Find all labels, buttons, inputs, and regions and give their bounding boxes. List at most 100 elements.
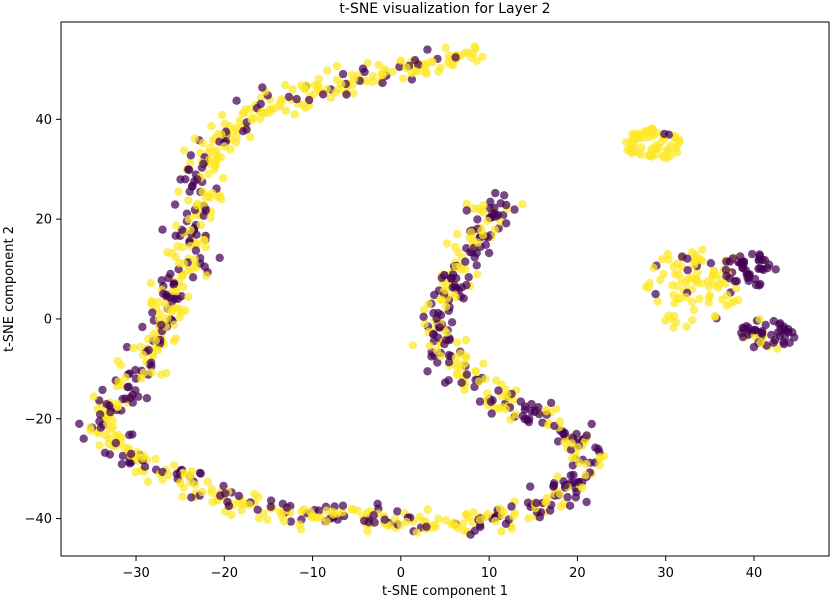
scatter-point <box>263 515 272 524</box>
scatter-point <box>713 283 723 292</box>
scatter-point <box>457 378 466 387</box>
scatter-point <box>566 445 576 454</box>
scatter-point <box>202 271 211 280</box>
scatter-point <box>532 498 541 508</box>
scatter-point <box>687 297 697 307</box>
scatter-point <box>748 249 757 259</box>
scatter-point <box>464 273 473 282</box>
x-tick-label: 10 <box>481 566 498 581</box>
scatter-point <box>319 90 328 99</box>
scatter-point <box>204 169 213 179</box>
scatter-point <box>139 451 149 461</box>
scatter-point <box>138 322 147 332</box>
scatter-point <box>370 518 379 527</box>
scatter-point <box>668 281 677 290</box>
scatter-point <box>726 298 736 308</box>
scatter-point <box>234 491 244 501</box>
scatter-point <box>473 238 482 247</box>
scatter-point <box>491 188 500 198</box>
scatter-point <box>170 294 179 304</box>
scatter-point <box>428 330 438 339</box>
scatter-point <box>147 296 156 306</box>
scatter-point <box>164 470 173 480</box>
scatter-point <box>217 130 226 139</box>
scatter-point <box>104 439 113 449</box>
scatter-point <box>232 96 241 105</box>
scatter-point <box>462 206 471 215</box>
scatter-point <box>535 513 544 522</box>
scatter-point <box>463 48 472 57</box>
scatter-point <box>436 310 446 320</box>
scatter-point <box>146 279 156 288</box>
scatter-point <box>108 423 118 432</box>
scatter-point <box>739 258 748 267</box>
x-tick-label: 0 <box>397 566 405 581</box>
y-tick-label: 20 <box>35 213 52 228</box>
scatter-point <box>434 514 443 524</box>
scatter-point <box>245 500 254 509</box>
scatter-point <box>571 493 580 502</box>
scatter-point <box>479 359 488 368</box>
scatter-point <box>79 434 88 443</box>
scatter-point <box>642 126 651 136</box>
scatter-point <box>441 286 450 295</box>
scatter-point <box>184 292 193 301</box>
scatter-point <box>483 389 492 398</box>
scatter-point <box>184 196 193 205</box>
scatter-point <box>461 257 470 266</box>
x-tick-label: −10 <box>299 566 326 581</box>
scatter-point <box>672 148 682 157</box>
scatter-point <box>393 507 402 516</box>
x-axis-label: t-SNE component 1 <box>382 584 508 599</box>
scatter-point <box>105 450 115 459</box>
scatter-point <box>501 404 510 414</box>
scatter-point <box>186 478 195 487</box>
scatter-point <box>581 471 590 480</box>
scatter-point <box>587 419 596 429</box>
scatter-point <box>730 277 740 286</box>
scatter-point <box>628 135 637 144</box>
scatter-point <box>452 274 461 283</box>
scatter-point <box>500 191 509 200</box>
scatter-point <box>148 308 157 317</box>
scatter-point <box>380 515 389 524</box>
scatter-point <box>462 353 471 362</box>
scatter-point <box>652 128 661 137</box>
x-axis: −30 −20 −10 0 10 20 30 40 <box>122 556 762 581</box>
scatter-point <box>595 454 605 463</box>
scatter-point <box>494 386 503 395</box>
scatter-point <box>342 90 351 99</box>
scatter-point <box>428 57 437 67</box>
scatter-point <box>466 530 475 539</box>
scatter-point <box>198 138 207 148</box>
scatter-point <box>549 482 558 491</box>
scatter-point <box>651 289 660 299</box>
scatter-point <box>408 341 417 350</box>
scatter-point <box>466 228 476 237</box>
scatter-point <box>520 402 530 411</box>
scatter-point <box>246 132 255 142</box>
scatter-point <box>449 518 459 527</box>
scatter-point <box>215 253 224 262</box>
scatter-point <box>207 122 216 131</box>
scatter-point <box>518 411 528 421</box>
scatter-point <box>282 503 292 512</box>
scatter-point <box>646 145 656 154</box>
scatter-point <box>769 338 778 347</box>
scatter-point <box>582 431 591 440</box>
scatter-point <box>169 280 178 289</box>
scatter-point <box>306 507 315 516</box>
scatter-point <box>481 240 491 249</box>
scatter-point <box>567 439 576 448</box>
scatter-point <box>147 358 156 367</box>
scatter-point <box>337 80 346 89</box>
scatter-point <box>555 489 564 499</box>
x-tick-label: 20 <box>569 566 586 581</box>
scatter-point <box>527 399 536 409</box>
scatter-point <box>332 61 342 71</box>
scatter-point <box>113 401 122 411</box>
scatter-point <box>595 460 604 470</box>
scatter-point <box>179 282 188 292</box>
scatter-point <box>462 199 471 209</box>
